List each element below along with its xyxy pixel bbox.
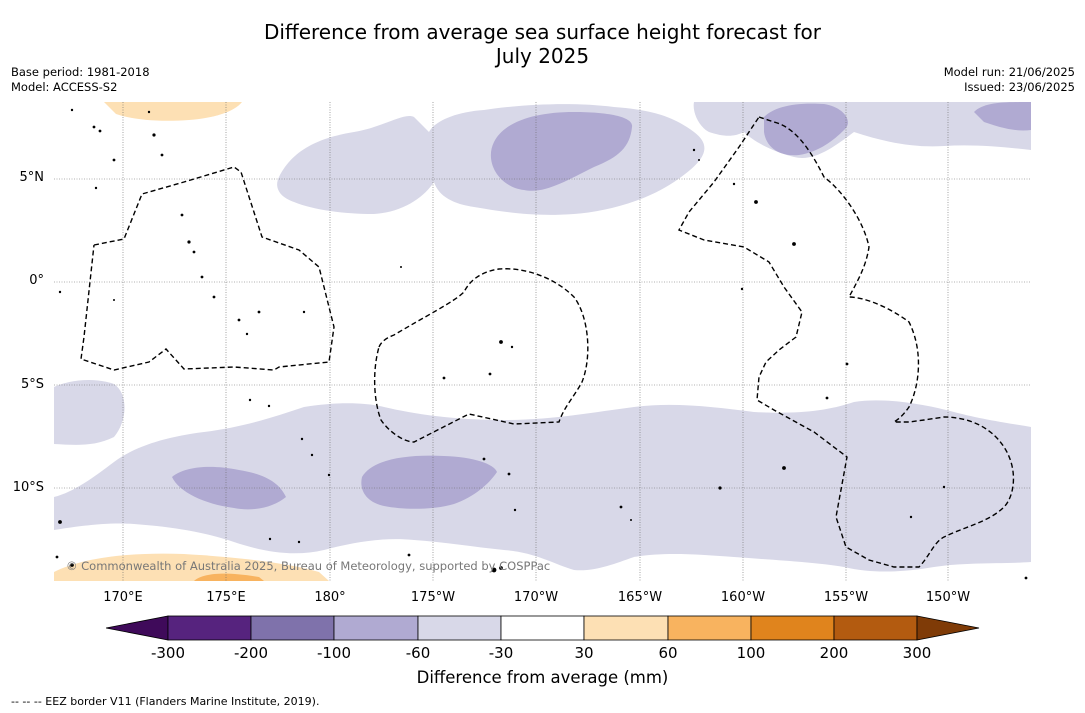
colorbar-seg-4 [417, 615, 502, 641]
lon-label-155w: 155°W [823, 590, 869, 605]
sea-height-map [54, 102, 1031, 581]
eez-borders [80, 116, 1015, 568]
blob-south-central [361, 455, 497, 509]
meta-right: Model run: 21/06/2025 Issued: 23/06/2025 [944, 65, 1075, 95]
eez-border-east [678, 116, 1015, 568]
region-south-west-orange-strong [194, 573, 264, 581]
lon-label-150w: 150°W [925, 590, 971, 605]
lon-label-175e: 175°E [206, 590, 246, 605]
lon-label-170e: 170°E [103, 590, 143, 605]
colorbar-tick: 200 [819, 644, 849, 662]
colorbar-tick: -200 [233, 644, 269, 662]
issued-date: Issued: 23/06/2025 [964, 80, 1075, 94]
blob-northeast-2 [974, 102, 1031, 131]
lon-label-175w: 175°W [410, 590, 456, 605]
meta-left: Base period: 1981-2018 Model: ACCESS-S2 [11, 65, 150, 95]
grid-lines [54, 102, 1031, 581]
colorbar-tick: -100 [316, 644, 352, 662]
base-period: Base period: 1981-2018 [11, 65, 150, 79]
colorbar-extend-high [916, 615, 980, 641]
colorbar-seg-1 [167, 615, 252, 641]
colorbar-tick: -60 [405, 644, 431, 662]
eez-border-west [80, 166, 335, 371]
anomaly-medium-purple [172, 102, 1031, 510]
lon-label-160w: 160°W [720, 590, 766, 605]
blob-northeast-1 [764, 103, 848, 156]
lat-label-5s: 5°S [20, 377, 44, 392]
colorbar-seg-3 [333, 615, 419, 641]
title-line-1: Difference from average sea surface heig… [263, 20, 822, 44]
colorbar-label: Difference from average (mm) [416, 668, 669, 687]
copyright-notice: © Commonwealth of Australia 2025, Bureau… [66, 559, 551, 573]
title-line-2: July 2025 [495, 44, 590, 68]
region-south-band [54, 400, 1031, 572]
colorbar-tick: 60 [658, 644, 678, 662]
colorbar-seg-9 [833, 615, 918, 641]
region-west-small [54, 380, 125, 445]
lat-label-5n: 5°N [19, 170, 45, 185]
colorbar-tick: 30 [574, 644, 594, 662]
colorbar-seg-2 [250, 615, 335, 641]
region-north-west-orange [104, 102, 242, 121]
colorbar-seg-6 [583, 615, 669, 641]
lat-label-10s: 10°S [12, 480, 44, 495]
colorbar-extend-low [106, 615, 169, 641]
blob-north-central [490, 112, 633, 191]
colorbar-tick: -300 [150, 644, 186, 662]
colorbar-tick: -30 [488, 644, 514, 662]
lat-label-0: 0° [29, 273, 44, 288]
map-title: Difference from average sea surface heig… [0, 20, 1085, 68]
eez-border-central [373, 268, 589, 443]
eez-footnote: -- -- -- EEZ border V11 (Flanders Marine… [11, 695, 320, 708]
lon-label-165w: 165°W [617, 590, 663, 605]
model-run: Model run: 21/06/2025 [943, 65, 1075, 79]
colorbar-tick: 100 [736, 644, 766, 662]
model-name: Model: ACCESS-S2 [11, 80, 118, 94]
colorbar [106, 615, 980, 641]
lon-label-170w: 170°W [513, 590, 559, 605]
islands [55, 108, 1028, 580]
colorbar-tick: 300 [902, 644, 932, 662]
colorbar-seg-5 [500, 615, 585, 641]
lon-label-180: 180° [314, 590, 346, 605]
colorbar-seg-8 [750, 615, 835, 641]
colorbar-seg-7 [667, 615, 752, 641]
